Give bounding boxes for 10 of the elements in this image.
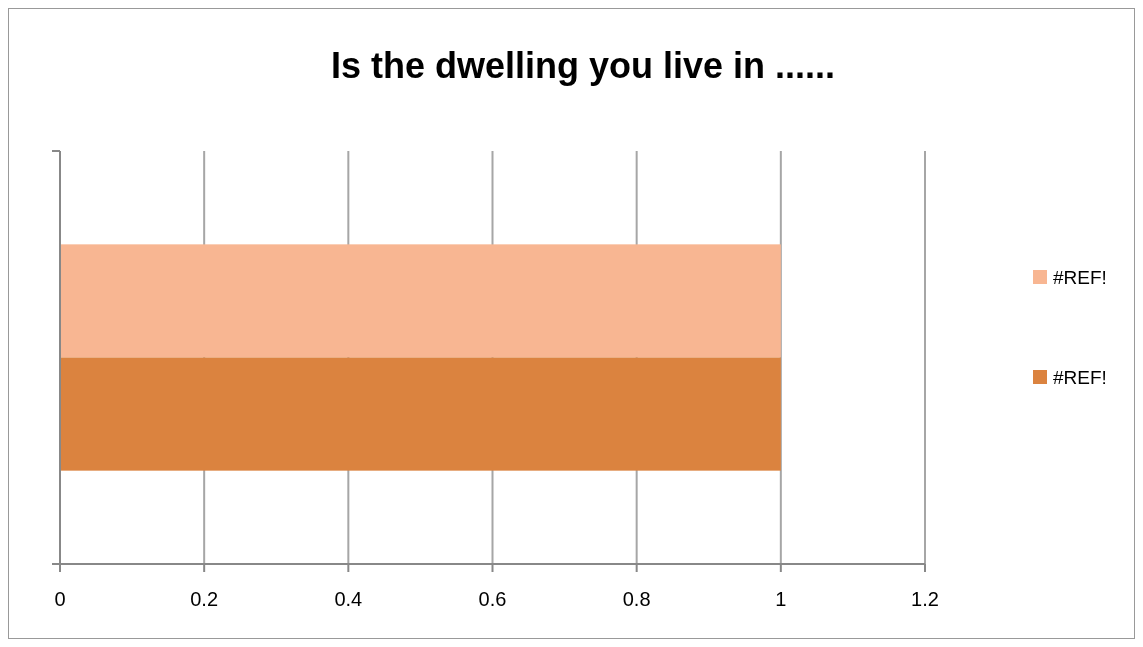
x-tick-label: 0	[54, 588, 66, 610]
x-tick-label: 0.6	[478, 588, 507, 610]
x-tick-label: 0.2	[190, 588, 219, 610]
legend-label: #REF!	[1053, 267, 1107, 288]
x-tick-label: 0.8	[622, 588, 651, 610]
x-tick-label: 0.4	[334, 588, 363, 610]
chart-title: Is the dwelling you live in ......	[330, 45, 836, 86]
x-tick-label: 1.2	[911, 588, 939, 610]
legend-label: #REF!	[1053, 367, 1107, 388]
x-tick-label: 1	[775, 588, 787, 610]
